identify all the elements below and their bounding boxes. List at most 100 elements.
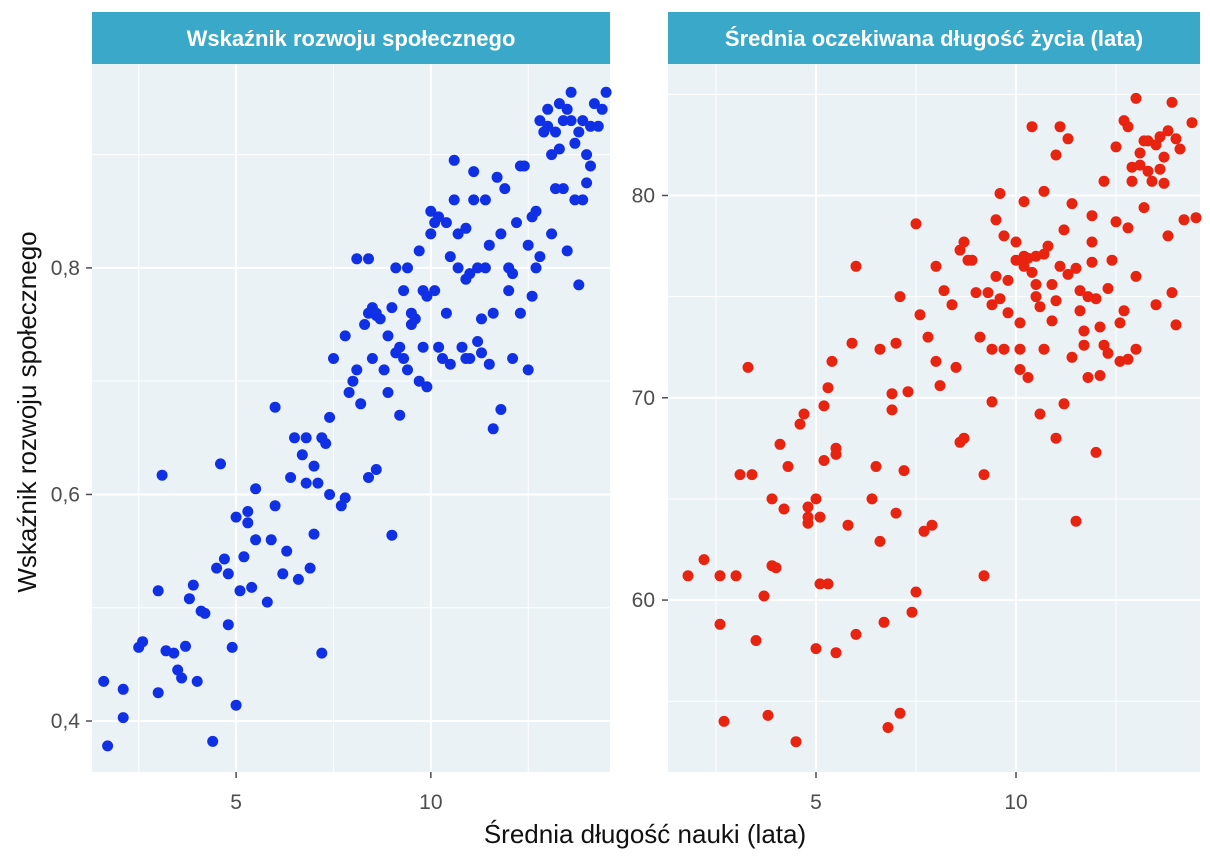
data-point	[269, 401, 281, 413]
gridlines-life-expectancy	[668, 64, 1200, 772]
data-point	[1038, 185, 1050, 197]
data-point	[394, 341, 406, 353]
data-point	[218, 553, 230, 565]
data-point	[1134, 147, 1146, 159]
data-point	[1094, 370, 1106, 381]
data-point	[750, 635, 762, 646]
data-point	[242, 517, 254, 529]
data-point	[530, 262, 542, 274]
data-point	[734, 469, 746, 481]
data-point	[522, 239, 534, 251]
data-point	[1114, 317, 1126, 329]
data-point	[850, 628, 862, 640]
data-point	[281, 545, 293, 557]
data-point	[766, 493, 778, 505]
data-point	[409, 313, 421, 325]
data-point	[1058, 224, 1070, 236]
plot-background-life-expectancy	[668, 64, 1200, 772]
data-point	[242, 506, 254, 517]
data-point	[234, 585, 246, 597]
data-point	[464, 268, 476, 280]
data-point	[483, 358, 495, 370]
data-point	[922, 331, 934, 343]
data-point	[499, 183, 511, 195]
data-point	[487, 423, 499, 435]
data-point	[316, 647, 328, 659]
data-point	[382, 330, 394, 342]
data-point	[1034, 301, 1046, 313]
data-point	[569, 137, 581, 149]
data-point	[826, 355, 838, 367]
data-point	[339, 330, 351, 342]
data-point	[902, 386, 914, 398]
data-point	[417, 341, 429, 353]
data-point	[222, 619, 234, 631]
data-point	[592, 120, 604, 132]
data-point	[1042, 240, 1054, 252]
data-point	[802, 501, 814, 513]
data-point	[1090, 293, 1102, 305]
data-point	[910, 586, 922, 598]
data-point	[577, 194, 589, 206]
panel-title-life-expectancy: Średnia oczekiwana długość życia (lata)	[725, 26, 1143, 51]
data-point	[1134, 159, 1146, 171]
data-point	[394, 409, 406, 421]
data-point	[1190, 212, 1202, 224]
data-point	[230, 511, 242, 523]
data-point	[930, 355, 942, 367]
data-point	[137, 636, 149, 648]
plot-background-hdi	[92, 64, 610, 772]
data-point	[491, 171, 503, 183]
data-point	[746, 469, 758, 481]
data-point	[300, 432, 312, 444]
data-point	[1122, 121, 1134, 133]
data-point	[1174, 143, 1186, 155]
data-point	[982, 287, 994, 299]
data-point	[460, 222, 472, 234]
data-point	[1050, 432, 1062, 444]
data-point	[1022, 372, 1034, 383]
data-point	[514, 307, 526, 319]
data-point	[990, 270, 1002, 282]
data-point	[1122, 353, 1134, 365]
data-point	[292, 573, 304, 585]
data-point	[440, 217, 452, 229]
data-point	[176, 672, 188, 684]
data-point	[479, 194, 491, 206]
data-point	[526, 290, 538, 302]
data-point	[511, 217, 522, 229]
data-point	[359, 319, 371, 330]
panel-life-expectancy: Średnia oczekiwana długość życia (lata) …	[632, 12, 1202, 814]
data-point	[296, 449, 308, 461]
data-point	[986, 343, 998, 355]
data-point	[998, 230, 1010, 242]
data-point	[1186, 117, 1198, 129]
data-point	[894, 291, 906, 303]
data-point	[324, 489, 336, 500]
data-point	[117, 712, 129, 724]
data-point	[990, 214, 1002, 226]
data-point	[117, 683, 129, 695]
data-point	[934, 380, 946, 392]
data-point	[1074, 285, 1086, 297]
data-point	[507, 268, 519, 280]
data-point	[1102, 347, 1114, 359]
data-point	[398, 353, 410, 364]
data-point	[1154, 163, 1166, 175]
data-point	[874, 343, 886, 355]
data-point	[585, 160, 596, 172]
data-point	[581, 177, 593, 189]
strip-background-life-expectancy	[668, 12, 1200, 64]
data-point	[770, 562, 782, 574]
data-point	[1010, 236, 1022, 248]
data-point	[476, 313, 487, 325]
data-point	[328, 353, 339, 364]
data-point	[1002, 274, 1014, 286]
data-point	[363, 472, 374, 483]
data-point	[277, 568, 289, 580]
data-point	[421, 381, 433, 393]
data-point	[1110, 216, 1122, 228]
data-point	[1014, 317, 1026, 329]
data-point	[830, 647, 842, 659]
